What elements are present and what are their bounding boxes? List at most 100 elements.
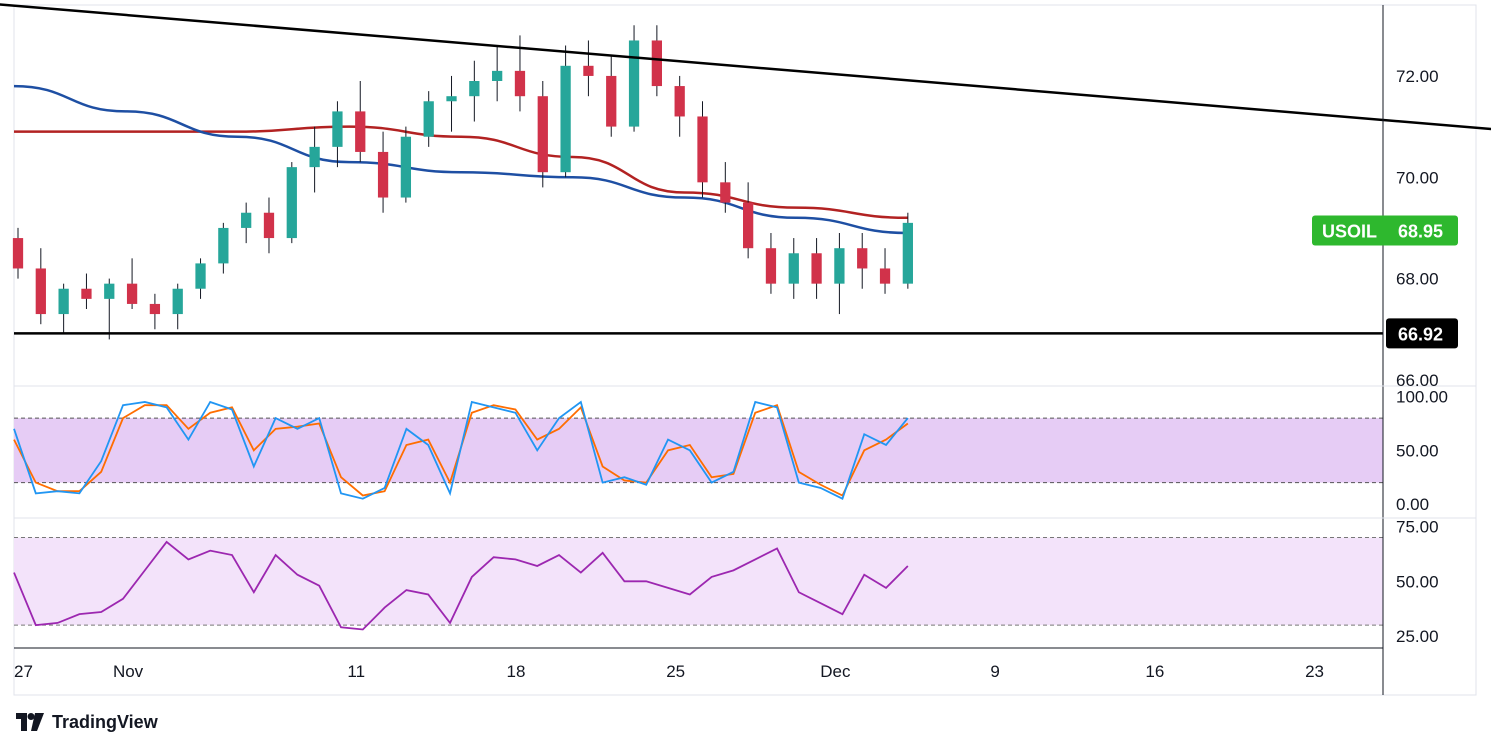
x-tick-label: 11	[347, 662, 365, 681]
candle-body	[12, 238, 24, 269]
candle	[355, 81, 366, 163]
candle	[377, 131, 389, 213]
candle-body	[651, 40, 663, 87]
candle	[104, 278, 115, 340]
candle-body	[697, 116, 708, 183]
candle	[149, 293, 161, 330]
candle-body	[857, 248, 868, 269]
x-tick-label: 16	[1145, 662, 1164, 681]
x-tick-label: 25	[666, 662, 685, 681]
candle-body	[286, 167, 297, 239]
candle-body	[172, 288, 183, 315]
x-tick-label: 18	[507, 662, 526, 681]
candle	[218, 222, 229, 274]
brand[interactable]: TradingView	[16, 710, 158, 734]
candle-body	[879, 268, 891, 284]
price-tick-label: 70.00	[1396, 168, 1439, 187]
rsi-tick-label: 50.00	[1396, 572, 1439, 591]
candle-body	[742, 202, 754, 249]
candle	[423, 91, 434, 147]
candle-body	[492, 70, 503, 81]
candle-body	[720, 182, 731, 203]
candle-body	[423, 101, 434, 137]
candle-body	[674, 86, 685, 117]
candle	[286, 162, 297, 244]
candle	[651, 25, 663, 97]
candle	[12, 227, 24, 279]
candle	[606, 55, 617, 137]
last-price-badge: USOIL 68.95	[1312, 215, 1458, 246]
sma-fast-line	[13, 84, 908, 235]
candle	[560, 45, 571, 178]
candle	[811, 238, 822, 299]
candle	[902, 212, 913, 289]
x-tick-label: Dec	[820, 662, 851, 681]
candle-body	[355, 111, 366, 152]
candle-body	[58, 288, 69, 315]
candle	[879, 248, 891, 294]
candle	[241, 202, 252, 244]
candle-body	[811, 253, 822, 284]
candle-body	[583, 65, 594, 76]
rsi-band	[14, 537, 1383, 626]
candle-body	[537, 96, 548, 173]
candle-body	[263, 212, 275, 239]
candle-body	[81, 288, 92, 299]
candle	[492, 45, 503, 102]
candle-body	[469, 81, 480, 97]
candle	[58, 283, 69, 335]
candle-body	[309, 146, 320, 168]
last-price-label: 68.95	[1398, 221, 1443, 241]
price-tick-label: 66.00	[1396, 371, 1439, 390]
stoch-tick-label: 0.00	[1396, 495, 1429, 514]
candle	[857, 233, 868, 289]
candle	[674, 75, 685, 137]
candle	[172, 283, 183, 330]
stoch-band	[14, 418, 1383, 483]
candle-body	[765, 248, 777, 284]
support-badge-bg	[1386, 318, 1458, 349]
candle	[195, 258, 206, 299]
candle	[765, 233, 777, 294]
x-tick-label: 23	[1305, 662, 1324, 681]
candle	[788, 238, 799, 299]
tradingview-logo-icon	[16, 713, 44, 731]
candle	[263, 197, 275, 254]
candle	[309, 126, 320, 193]
x-tick-label: 27	[14, 662, 33, 681]
symbol-label: USOIL	[1322, 221, 1377, 241]
candle	[446, 75, 457, 132]
candle-body	[446, 96, 457, 102]
candle-body	[332, 111, 343, 147]
candle-body	[514, 70, 526, 97]
last-price-badge-bg	[1312, 215, 1458, 246]
candle	[742, 182, 754, 259]
candle	[400, 126, 412, 203]
stoch-tick-label: 100.00	[1396, 388, 1448, 407]
candle	[469, 60, 480, 122]
candle	[537, 81, 548, 188]
candle-body	[834, 248, 845, 284]
candle	[834, 233, 845, 315]
candle	[126, 258, 138, 309]
candle-body	[149, 303, 161, 315]
stoch-k-line	[13, 400, 909, 500]
candle	[81, 273, 92, 309]
x-tick-label: 9	[990, 662, 999, 681]
candle	[332, 101, 343, 168]
candle-body	[400, 136, 412, 198]
candle	[583, 40, 594, 97]
candle-body	[35, 268, 46, 315]
candle-body	[218, 227, 229, 264]
rsi-line	[13, 540, 909, 631]
candle	[628, 25, 640, 132]
candle	[35, 248, 46, 325]
candle-body	[104, 283, 115, 299]
candle-body	[377, 151, 389, 198]
sma-slow-line	[14, 125, 908, 220]
price-tick-label: 68.00	[1396, 270, 1439, 289]
price-tick-label: 72.00	[1396, 67, 1439, 86]
candle-body	[195, 263, 206, 289]
